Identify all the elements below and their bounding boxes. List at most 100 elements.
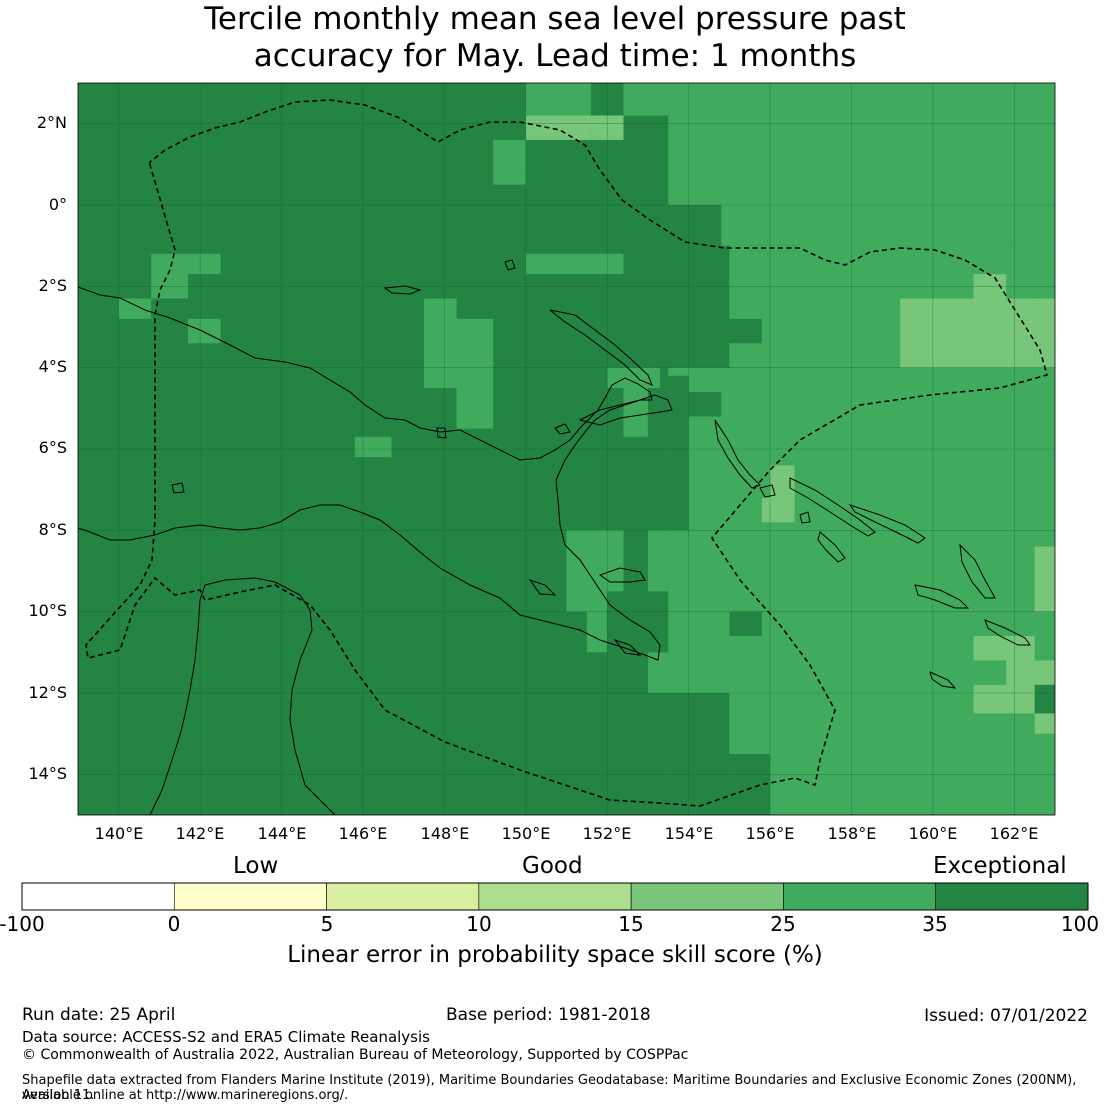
skill-cell — [493, 168, 526, 185]
eez-boundaries — [85, 99, 1048, 807]
skill-cell — [900, 298, 1035, 368]
skill-cell — [623, 388, 648, 417]
data-source: Data source: ACCESS-S2 and ERA5 Climate … — [22, 1028, 430, 1046]
skill-cell — [623, 115, 669, 149]
map-frame — [77, 82, 1056, 816]
colorbar-tick-5: 5 — [320, 912, 334, 936]
colorbar-title: Linear error in probability space skill … — [287, 942, 823, 968]
skill-cell — [668, 449, 689, 531]
skill-cell — [688, 392, 722, 417]
lon-label-160e: 160°E — [908, 824, 958, 843]
solomon-isles-coastline-4 — [914, 584, 970, 609]
skill-cell — [1034, 298, 1055, 388]
skill-cell — [525, 115, 591, 140]
new-guinea-coastline — [78, 286, 661, 661]
skill-cell — [729, 318, 762, 344]
new-britain-coastline — [578, 394, 673, 426]
lon-label-154e: 154°E — [664, 824, 714, 843]
colorbar-tick-0: 0 — [167, 912, 181, 936]
skill-cell — [424, 298, 457, 388]
solomon-isles-coastline-1 — [789, 477, 876, 537]
run-date: Run date: 25 April — [22, 1005, 176, 1025]
lon-label-140e: 140°E — [94, 824, 144, 843]
island-coastline-f — [799, 511, 811, 524]
skill-cell — [973, 684, 1007, 714]
lat-label-14s: 14°S — [28, 764, 67, 783]
skill-cell — [118, 298, 152, 319]
copyright-notice: © Commonwealth of Australia 2022, Austra… — [22, 1047, 689, 1063]
colorbar-tick-25: 25 — [770, 912, 796, 936]
colorbar-swatch — [935, 882, 1089, 911]
island-coastline-g — [554, 423, 571, 435]
island-coastline-e — [759, 484, 776, 498]
new-ireland-coastline — [549, 309, 653, 386]
colorbar-frame — [21, 882, 1089, 911]
lon-label-144e: 144°E — [257, 824, 307, 843]
lon-label-158e: 158°E — [827, 824, 877, 843]
lon-label-156e: 156°E — [745, 824, 795, 843]
island-coastline-b — [598, 567, 646, 583]
legend-category-low: Low — [233, 853, 279, 879]
skill-cell — [525, 83, 591, 116]
colorbar-swatch — [173, 882, 327, 911]
skill-cell — [525, 253, 624, 275]
skill-cell — [1006, 660, 1035, 714]
lat-label-2n: 2°N — [36, 113, 67, 132]
colorbar-tick-minus100: -100 — [0, 912, 45, 936]
solomon-isles-coastline-6 — [817, 531, 846, 563]
colorbar-swatch — [21, 882, 175, 911]
solomon-isles-coastline-5 — [984, 619, 1031, 646]
solomon-isles-coastline-3 — [959, 543, 996, 599]
skill-cell — [973, 636, 1035, 661]
legend-category-exceptional: Exceptional — [933, 853, 1067, 879]
lat-label-0: 0° — [48, 195, 67, 214]
skill-cell — [1034, 713, 1055, 734]
map-title-line-2: accuracy for May. Lead time: 1 months — [253, 38, 857, 74]
colorbar-swatch — [630, 882, 784, 911]
shapefile-credit-line-1: Shapefile data extracted from Flanders M… — [22, 1073, 1077, 1103]
skill-cell — [647, 416, 669, 437]
australia-coastline — [149, 577, 336, 815]
skill-cell — [721, 205, 1055, 246]
skill-cell — [151, 253, 221, 275]
skill-cell — [660, 375, 689, 449]
admiralty-islands-coastline — [383, 285, 422, 295]
solomon-isles-coastline-2 — [848, 504, 926, 544]
png-eez-boundary — [85, 99, 1048, 807]
skill-cell — [1034, 684, 1055, 714]
island-coastline-d — [613, 639, 642, 656]
solomon-isles-coastline-7 — [929, 671, 957, 689]
lat-label-8s: 8°S — [38, 520, 67, 539]
base-period: Base period: 1981-2018 — [446, 1005, 651, 1025]
lat-label-2s: 2°S — [38, 276, 67, 295]
lat-label-6s: 6°S — [38, 438, 67, 457]
colorbar-swatch — [478, 882, 632, 911]
skill-cell — [668, 115, 1055, 205]
skill-cell — [761, 497, 795, 523]
skill-cell — [729, 611, 762, 637]
lat-label-12s: 12°S — [28, 683, 67, 702]
skill-cell — [456, 318, 494, 388]
island-coastline-a — [504, 259, 516, 271]
skill-cell — [566, 550, 591, 612]
skill-cell — [1034, 660, 1055, 685]
lat-label-4s: 4°S — [38, 357, 67, 376]
colorbar-tick-10: 10 — [466, 912, 492, 936]
skill-cell — [668, 367, 1055, 815]
skill-cell — [187, 318, 221, 344]
skill-score-colorbar — [21, 882, 1089, 911]
lon-label-142e: 142°E — [175, 824, 225, 843]
island-coastline-c — [528, 579, 557, 596]
colorbar-tick-15: 15 — [618, 912, 644, 936]
skill-cells — [118, 83, 1055, 815]
lon-label-150e: 150°E — [501, 824, 551, 843]
lon-label-148e: 148°E — [420, 824, 470, 843]
skill-cell — [151, 298, 188, 319]
skill-cell — [493, 139, 526, 169]
skill-cell — [456, 388, 494, 429]
skill-cell — [354, 436, 392, 458]
island-coastline-h — [436, 427, 447, 439]
map-title-line-1: Tercile monthly mean sea level pressure … — [204, 1, 906, 37]
colorbar-tick-100: 100 — [1060, 912, 1100, 936]
